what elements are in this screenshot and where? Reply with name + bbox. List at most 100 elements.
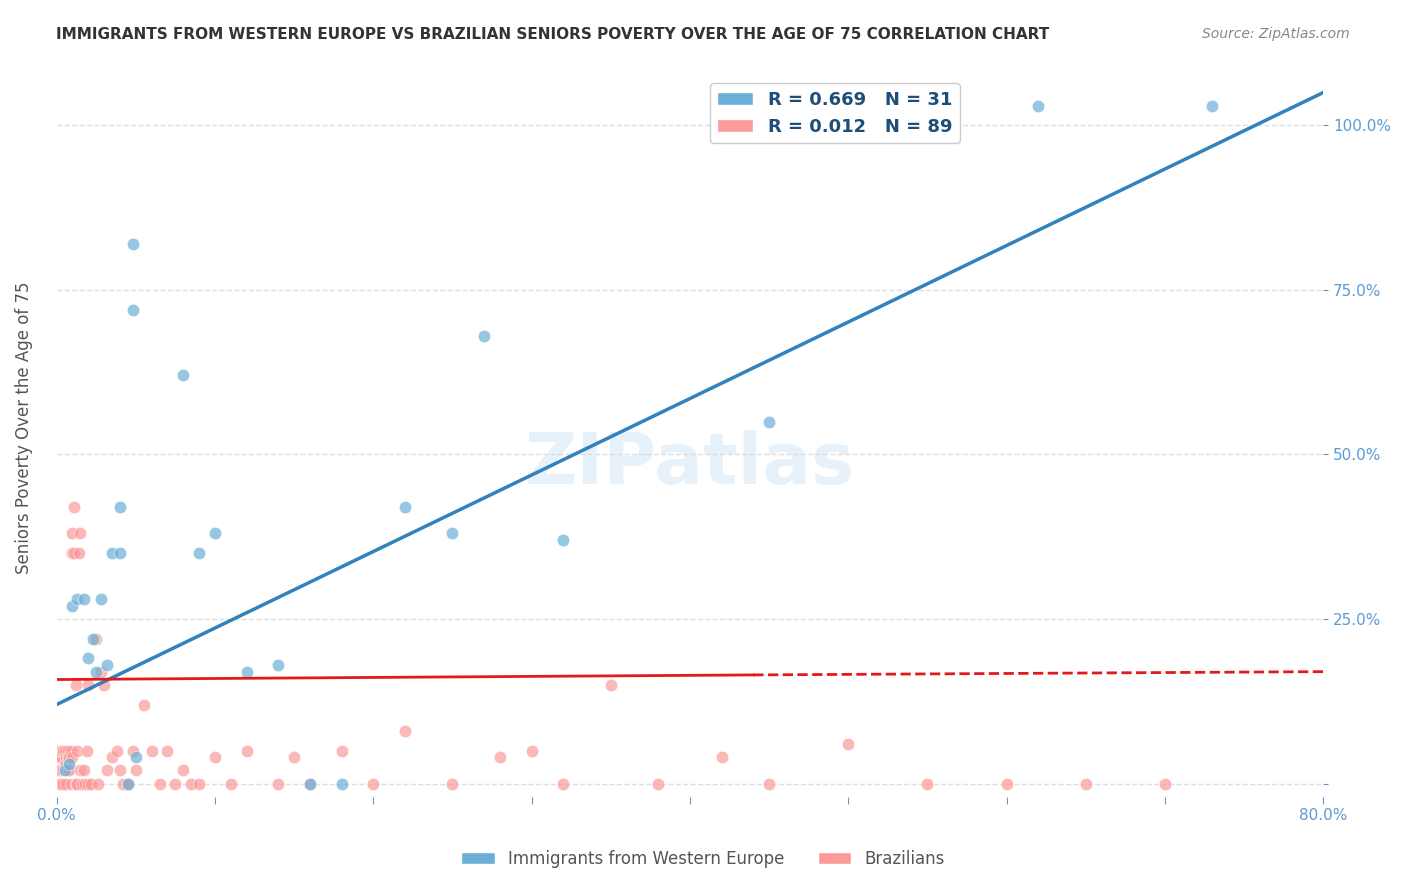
Point xyxy=(156,743,179,757)
Legend: Immigrants from Western Europe, Brazilians: Immigrants from Western Europe, Brazilia… xyxy=(454,844,952,875)
Point xyxy=(1074,776,1097,790)
Point xyxy=(1201,98,1223,112)
Point xyxy=(56,743,79,757)
Point xyxy=(758,415,780,429)
Point xyxy=(87,776,110,790)
Point xyxy=(80,776,103,790)
Point xyxy=(132,698,155,712)
Point xyxy=(837,737,859,751)
Point xyxy=(62,750,84,764)
Point xyxy=(52,743,75,757)
Point xyxy=(56,750,79,764)
Point xyxy=(520,743,543,757)
Point xyxy=(180,776,202,790)
Point xyxy=(108,764,131,778)
Point xyxy=(204,526,226,541)
Point xyxy=(112,776,135,790)
Point xyxy=(710,750,733,764)
Point xyxy=(995,776,1018,790)
Point xyxy=(267,776,290,790)
Point xyxy=(441,526,464,541)
Point xyxy=(101,546,124,560)
Point xyxy=(62,526,84,541)
Point xyxy=(51,776,73,790)
Point xyxy=(51,750,73,764)
Point xyxy=(49,743,72,757)
Point xyxy=(117,776,139,790)
Point xyxy=(51,743,73,757)
Point xyxy=(235,743,257,757)
Point xyxy=(125,750,148,764)
Point xyxy=(599,678,621,692)
Point xyxy=(141,743,163,757)
Legend: R = 0.669   N = 31, R = 0.012   N = 89: R = 0.669 N = 31, R = 0.012 N = 89 xyxy=(710,83,959,143)
Point xyxy=(55,776,77,790)
Point xyxy=(72,592,94,607)
Point xyxy=(489,750,512,764)
Point xyxy=(441,776,464,790)
Point xyxy=(394,500,416,515)
Text: Source: ZipAtlas.com: Source: ZipAtlas.com xyxy=(1202,27,1350,41)
Point xyxy=(165,776,187,790)
Point xyxy=(90,592,112,607)
Text: ZIPatlas: ZIPatlas xyxy=(524,431,855,500)
Point xyxy=(55,750,77,764)
Point xyxy=(49,776,72,790)
Point xyxy=(105,743,128,757)
Text: IMMIGRANTS FROM WESTERN EUROPE VS BRAZILIAN SENIORS POVERTY OVER THE AGE OF 75 C: IMMIGRANTS FROM WESTERN EUROPE VS BRAZIL… xyxy=(56,27,1049,42)
Point xyxy=(58,756,80,771)
Point xyxy=(101,750,124,764)
Point xyxy=(65,678,87,692)
Point xyxy=(63,546,86,560)
Point xyxy=(96,658,118,673)
Point xyxy=(53,756,76,771)
Point xyxy=(330,776,353,790)
Point xyxy=(59,743,82,757)
Point xyxy=(121,236,143,251)
Point xyxy=(46,743,69,757)
Point xyxy=(63,500,86,515)
Point xyxy=(69,764,91,778)
Point xyxy=(298,776,321,790)
Point xyxy=(69,526,91,541)
Point xyxy=(52,764,75,778)
Point xyxy=(72,764,94,778)
Point xyxy=(117,776,139,790)
Point xyxy=(172,764,194,778)
Point xyxy=(67,546,90,560)
Point xyxy=(330,743,353,757)
Point xyxy=(66,776,89,790)
Point xyxy=(59,776,82,790)
Point xyxy=(55,756,77,771)
Point xyxy=(52,776,75,790)
Point xyxy=(49,776,72,790)
Point xyxy=(49,764,72,778)
Point xyxy=(51,764,73,778)
Point xyxy=(84,665,107,679)
Point xyxy=(46,764,69,778)
Point xyxy=(235,665,257,679)
Point xyxy=(66,743,89,757)
Point xyxy=(62,599,84,613)
Point xyxy=(52,743,75,757)
Point xyxy=(77,776,100,790)
Point xyxy=(56,764,79,778)
Point xyxy=(82,632,104,646)
Point xyxy=(90,665,112,679)
Point xyxy=(125,764,148,778)
Point xyxy=(758,776,780,790)
Point xyxy=(298,776,321,790)
Point xyxy=(394,723,416,738)
Point xyxy=(93,678,115,692)
Point xyxy=(1026,98,1049,112)
Point xyxy=(65,776,87,790)
Point xyxy=(46,750,69,764)
Point xyxy=(75,776,97,790)
Point xyxy=(77,651,100,665)
Point xyxy=(148,776,170,790)
Point xyxy=(58,750,80,764)
Point xyxy=(53,743,76,757)
Point xyxy=(267,658,290,673)
Point xyxy=(121,302,143,317)
Point xyxy=(96,764,118,778)
